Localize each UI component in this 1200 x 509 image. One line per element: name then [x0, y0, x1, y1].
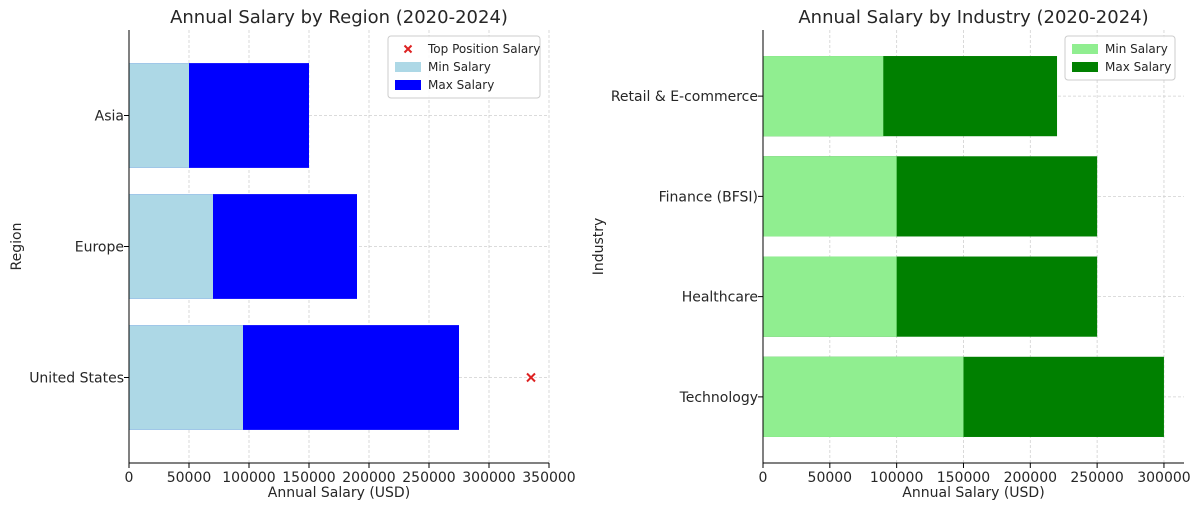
- bar-min-salary-technology: [763, 356, 964, 437]
- legend-label-max-salary: Max Salary: [428, 78, 494, 92]
- x-tick-label: 300000: [1137, 470, 1190, 486]
- x-tick-label: 350000: [522, 470, 575, 486]
- x-tick-label: 50000: [808, 470, 853, 486]
- y-tick-label: United States: [29, 371, 124, 387]
- bar-min-salary-healthcare: [763, 256, 897, 337]
- x-tick-label: 200000: [342, 470, 395, 486]
- x-tick-label: 150000: [282, 470, 335, 486]
- x-tick-label: 200000: [1004, 470, 1057, 486]
- legend: Top Position Salary Min Salary Max Salary: [387, 35, 541, 99]
- industry-chart: 0 50000 100000 150000 200000 250000 300000 Tech…: [591, 7, 1191, 501]
- x-tick-label: 50000: [167, 470, 212, 486]
- marker-top-position-salary: [526, 372, 536, 383]
- x-tick-label: 0: [759, 470, 768, 486]
- y-tick-label: Healthcare: [682, 290, 758, 306]
- x-tick-label: 150000: [937, 470, 990, 486]
- x-tick-label: 250000: [402, 470, 455, 486]
- x-axis-label: Annual Salary (USD): [902, 485, 1044, 501]
- y-tick-label: Retail & E-commerce: [611, 89, 758, 105]
- x-tick-label: 250000: [1070, 470, 1123, 486]
- y-tick-label: Finance (BFSI): [659, 189, 758, 205]
- x-tick-label: 300000: [462, 470, 515, 486]
- chart-title: Annual Salary by Region (2020-2024): [170, 7, 508, 28]
- legend-label-min-salary: Min Salary: [428, 60, 491, 74]
- legend-swatch-min-salary: [1072, 44, 1098, 54]
- legend-swatch-max-salary: [395, 80, 421, 90]
- legend-label-max-salary: Max Salary: [1105, 60, 1171, 74]
- y-tick-label: Europe: [75, 240, 124, 256]
- x-tick-label: 100000: [222, 470, 275, 486]
- bar-min-salary-retail-e-commerce: [763, 56, 884, 137]
- y-axis-label: Region: [9, 223, 25, 271]
- legend-swatch-top-position-salary: [403, 44, 413, 54]
- y-tick-label: Asia: [95, 109, 124, 125]
- legend-swatch-max-salary: [1072, 62, 1098, 72]
- region-chart: 0 50000 100000 150000 200000 250000 300000 3500…: [9, 7, 576, 501]
- x-tick-label: 0: [125, 470, 134, 486]
- bar-min-salary-united-states: [129, 325, 243, 430]
- y-tick-label: Technology: [679, 390, 758, 406]
- legend-label-top-position-salary: Top Position Salary: [427, 42, 540, 56]
- bar-min-salary-europe: [129, 194, 213, 299]
- bar-min-salary-asia: [129, 63, 189, 168]
- legend: Min Salary Max Salary: [1064, 35, 1176, 81]
- legend-frame: [387, 35, 541, 99]
- bar-min-salary-finance-bfsi: [763, 156, 897, 237]
- legend-label-min-salary: Min Salary: [1105, 42, 1168, 56]
- y-axis-label: Industry: [591, 218, 607, 276]
- chart-title: Annual Salary by Industry (2020-2024): [798, 7, 1148, 28]
- x-axis-label: Annual Salary (USD): [268, 485, 410, 501]
- legend-swatch-min-salary: [395, 62, 421, 72]
- x-tick-label: 100000: [870, 470, 923, 486]
